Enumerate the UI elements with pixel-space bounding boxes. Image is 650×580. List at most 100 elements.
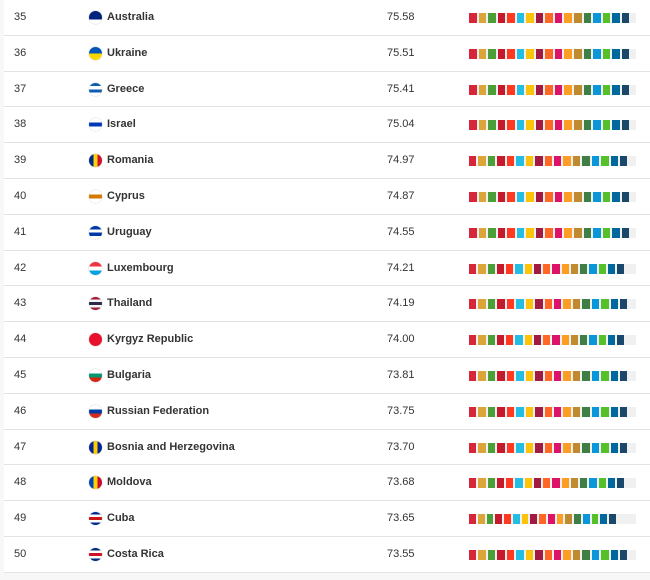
rank-cell: 47: [14, 440, 27, 453]
sdg-goal-segment: [553, 156, 562, 167]
sdg-goal-segment: [477, 514, 485, 525]
score-cell: 73.68: [387, 476, 415, 489]
sdg-goal-segment: [516, 406, 524, 417]
flag-icon: [89, 46, 102, 60]
sdg-goal-segment: [526, 120, 534, 131]
sdg-goal-segment: [574, 191, 582, 202]
sdg-goal-segment: [564, 191, 573, 202]
sdg-goal-segment: [497, 156, 505, 167]
sdg-goal-segment: [516, 370, 524, 381]
table-row[interactable]: 47 Bosnia and Herzegovina 73.70: [4, 430, 650, 466]
sdg-goal-segment: [601, 406, 609, 417]
sdg-goal-segment: [570, 478, 578, 489]
sdg-goal-segment: [497, 13, 506, 23]
country-name[interactable]: Cyprus: [107, 189, 145, 202]
country-name[interactable]: Cuba: [107, 512, 135, 525]
sdg-goal-segment: [488, 13, 496, 23]
sdg-goal-segment: [552, 335, 560, 346]
country-name[interactable]: Thailand: [107, 297, 153, 310]
sdg-goal-segment: [620, 299, 628, 310]
table-row[interactable]: 48 Moldova 73.68: [4, 465, 650, 502]
table-row[interactable]: 43 Thailand 74.19: [4, 286, 650, 323]
rank-cell: 43: [14, 297, 27, 310]
sdg-goal-segment: [593, 120, 601, 131]
sdg-goal-segment: [583, 227, 592, 238]
country-name[interactable]: Romania: [107, 154, 154, 167]
sdg-goal-segment: [478, 478, 486, 489]
country-name[interactable]: Bosnia and Herzegovina: [107, 440, 235, 453]
rank-cell: 48: [14, 476, 27, 489]
sdg-goal-segment: [612, 120, 620, 131]
country-name[interactable]: Australia: [107, 11, 155, 23]
sdg-goal-segment: [478, 84, 487, 95]
country-name[interactable]: Uruguay: [107, 225, 152, 238]
sdg-goal-segment: [469, 263, 477, 274]
sdg-goal-segment: [497, 442, 505, 453]
sdg-goal-segment: [589, 478, 597, 489]
sdg-goal-segment: [544, 299, 552, 310]
sdg-goal-segment: [612, 48, 620, 59]
table-row[interactable]: 35 Australia 75.58: [4, 0, 650, 36]
sdg-goal-segment: [612, 227, 620, 238]
sdg-goal-segment: [610, 370, 618, 381]
sdg-goal-segment: [516, 227, 525, 238]
sdg-goal-segment: [469, 227, 477, 238]
table-row[interactable]: 45 Bulgaria 73.81: [4, 358, 650, 394]
country-name[interactable]: Kyrgyz Republic: [107, 333, 194, 346]
sdg-goal-segment: [535, 120, 544, 131]
flag-icon: [89, 11, 102, 24]
sdg-goal-segment: [591, 514, 599, 525]
table-row[interactable]: 41 Uruguay 74.55: [4, 215, 650, 251]
sdg-goal-segment: [609, 514, 616, 525]
rank-cell: 36: [14, 46, 27, 59]
sdg-goal-segment: [574, 84, 582, 95]
country-name[interactable]: Ukraine: [107, 46, 148, 59]
sdg-goal-segment: [601, 549, 609, 560]
country-name[interactable]: Israel: [107, 118, 136, 131]
table-row[interactable]: 49 Cuba 73.65: [4, 501, 650, 537]
sdg-goal-segment: [525, 406, 534, 417]
sdg-goal-segment: [496, 263, 504, 274]
country-name[interactable]: Bulgaria: [107, 368, 152, 381]
country-name[interactable]: Costa Rica: [107, 547, 164, 560]
sdg-goal-segment: [521, 514, 529, 525]
table-row[interactable]: 42 Luxembourg 74.21: [4, 251, 650, 287]
sdg-dashboard-bar: [469, 84, 636, 95]
country-name[interactable]: Greece: [107, 82, 145, 95]
sdg-goal-segment: [535, 13, 544, 23]
sdg-dashboard-bar: [469, 335, 636, 346]
table-row[interactable]: 46 Russian Federation 73.75: [4, 394, 650, 430]
sdg-goal-segment: [621, 191, 630, 202]
table-row[interactable]: 44 Kyrgyz Republic 74.00: [4, 322, 650, 358]
flag-icon: [89, 476, 102, 490]
sdg-goal-segment: [610, 299, 618, 310]
sdg-goal-segment: [601, 156, 609, 167]
sdg-goal-segment: [583, 84, 592, 95]
sdg-goal-segment: [583, 13, 592, 23]
table-row[interactable]: 40 Cyprus 74.87: [4, 179, 650, 215]
flag-icon: [89, 189, 102, 203]
country-name[interactable]: Russian Federation: [107, 404, 210, 417]
sdg-goal-segment: [563, 370, 571, 381]
sdg-goal-segment: [469, 84, 477, 95]
sdg-goal-segment: [512, 514, 520, 525]
sdg-goal-segment: [496, 335, 504, 346]
sdg-goal-segment: [602, 120, 611, 131]
table-row[interactable]: 37 Greece 75.41: [4, 72, 650, 108]
table-row[interactable]: 38 Israel 75.04: [4, 107, 650, 144]
sdg-goal-segment: [516, 48, 525, 59]
sdg-goal-segment: [617, 478, 625, 489]
table-row[interactable]: 50 Costa Rica 73.55: [4, 537, 650, 573]
table-row[interactable]: 36 Ukraine 75.51: [4, 36, 650, 72]
sdg-goal-segment: [580, 478, 588, 489]
sdg-goal-segment: [593, 227, 601, 238]
sdg-goal-segment: [526, 84, 534, 95]
table-row[interactable]: 39 Romania 74.97: [4, 143, 650, 179]
sdg-goal-segment: [506, 370, 515, 381]
sdg-dashboard-bar: [469, 299, 636, 310]
score-cell: 73.70: [387, 440, 415, 453]
country-name[interactable]: Luxembourg: [107, 261, 174, 274]
sdg-goal-segment: [607, 478, 615, 489]
country-name[interactable]: Moldova: [107, 476, 152, 489]
score-cell: 74.19: [387, 297, 415, 310]
